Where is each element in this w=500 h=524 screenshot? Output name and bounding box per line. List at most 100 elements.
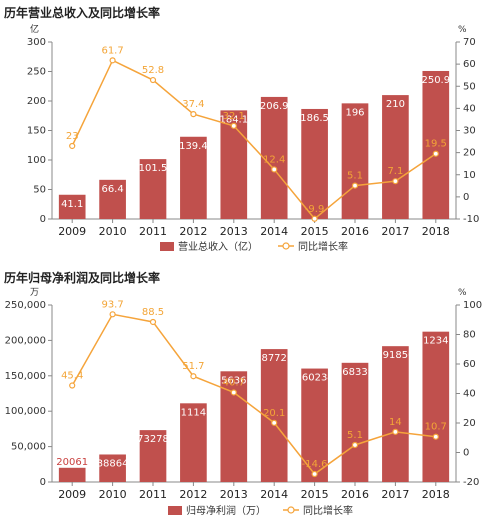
- y2-tick-label: -10: [463, 214, 479, 225]
- bar-value-label: 20061: [56, 457, 88, 468]
- legend-bar-swatch: [168, 506, 182, 515]
- bar-value-label: 206.9: [260, 101, 289, 112]
- growth-value-label: 14: [389, 417, 402, 428]
- growth-point-2010: [109, 57, 116, 64]
- legend-line-label: 同比增长率: [303, 504, 353, 517]
- y-tick-label: 300: [27, 37, 46, 48]
- bar-2009: [58, 194, 86, 219]
- y2-tick-label: 30: [463, 126, 476, 137]
- growth-value-label: 40.7: [223, 377, 245, 388]
- growth-point-2018: [432, 433, 439, 440]
- x-tick-label: 2018: [422, 225, 450, 238]
- growth-value-label: 20.1: [263, 408, 285, 419]
- bar-2011: [139, 159, 167, 219]
- bar-value-label: 156361: [215, 375, 253, 386]
- growth-value-label: 32.1: [223, 111, 245, 122]
- y-tick-label: 0: [40, 214, 46, 225]
- growth-value-label: 45.4: [61, 371, 83, 382]
- x-tick-label: 2011: [139, 488, 167, 501]
- x-tick-label: 2014: [260, 225, 288, 238]
- left-unit-label: 亿: [30, 23, 39, 35]
- y2-tick-label: 60: [463, 359, 476, 370]
- y-tick-label: 100,000: [5, 406, 46, 417]
- legend-bar-label: 归母净利润（万）: [186, 504, 266, 517]
- x-tick-label: 2014: [260, 488, 288, 501]
- bar-value-label: 186.5: [300, 113, 329, 124]
- growth-value-label: 52.8: [142, 65, 164, 76]
- y-tick-label: 200,000: [5, 335, 46, 346]
- bar-2011: [139, 430, 167, 482]
- bar-value-label: 168339: [336, 367, 374, 378]
- growth-value-label: 12.4: [263, 154, 285, 165]
- y2-tick-label: 10: [463, 170, 476, 181]
- bar-value-label: 73278: [137, 434, 169, 445]
- growth-point-2012: [190, 111, 197, 118]
- growth-point-2018: [432, 150, 439, 157]
- bar-value-label: 210: [386, 99, 405, 110]
- bar-2009: [58, 467, 86, 482]
- y2-tick-label: 40: [463, 103, 476, 114]
- growth-point-2010: [109, 311, 116, 318]
- bar-value-label: 66.4: [101, 184, 123, 195]
- growth-rate-line: [71, 313, 436, 476]
- x-tick-label: 2011: [139, 225, 167, 238]
- legend-line-label: 同比增长率: [298, 240, 348, 253]
- bar-value-label: 191850: [376, 350, 414, 361]
- x-tick-label: 2017: [381, 488, 409, 501]
- growth-point-2013: [230, 122, 237, 129]
- y-tick-label: 0: [40, 477, 46, 488]
- growth-value-label: 7.1: [387, 166, 403, 177]
- legend-bar-swatch: [160, 242, 174, 251]
- growth-point-2014: [271, 166, 278, 173]
- legend-bar-label: 营业总收入（亿）: [178, 240, 258, 253]
- bar-2016: [341, 103, 369, 219]
- y-tick-label: 250,000: [5, 300, 46, 311]
- growth-value-label: 37.4: [182, 99, 204, 110]
- bar-value-label: 41.1: [61, 199, 83, 210]
- growth-value-label: 5.1: [347, 430, 363, 441]
- y2-tick-label: 50: [463, 81, 476, 92]
- bar-2014: [260, 96, 288, 219]
- x-tick-label: 2018: [422, 488, 450, 501]
- y-tick-label: 150: [27, 126, 46, 137]
- bar-value-label: 111143: [174, 407, 212, 418]
- y2-tick-label: 20: [463, 418, 476, 429]
- left-unit-label: 万: [30, 288, 39, 298]
- y2-tick-label: 100: [463, 300, 482, 311]
- growth-point-2016: [351, 441, 359, 449]
- bar-2018: [422, 70, 450, 220]
- growth-value-label: 88.5: [142, 307, 164, 318]
- y2-tick-label: 20: [463, 148, 476, 159]
- bar-value-label: 187726: [255, 353, 293, 364]
- bar-value-label: 139.4: [179, 141, 208, 152]
- bar-2017: [382, 95, 409, 219]
- bar-2010: [99, 179, 126, 219]
- growth-value-label: 93.7: [101, 299, 123, 310]
- y2-tick-label: 60: [463, 59, 476, 70]
- x-tick-label: 2017: [381, 225, 409, 238]
- growth-point-2009: [69, 382, 76, 389]
- legend-line-marker: [282, 242, 290, 250]
- x-tick-label: 2015: [301, 225, 329, 238]
- x-tick-label: 2016: [341, 225, 369, 238]
- chart1-revenue: 亿 % 0 50 100 150 200 250 300 -10 0 10 20 30 40 50 60 70 20…: [27, 23, 479, 253]
- y2-tick-label: 40: [463, 389, 476, 400]
- growth-value-label: 51.7: [182, 361, 204, 372]
- growth-point-2013: [230, 389, 237, 396]
- x-tick-label: 2009: [58, 225, 86, 238]
- bar-value-label: 38864: [97, 458, 129, 469]
- y-tick-label: 150,000: [5, 371, 46, 382]
- x-tick-label: 2013: [220, 225, 248, 238]
- growth-value-label: 61.7: [101, 45, 123, 56]
- y2-tick-label: -20: [463, 477, 479, 488]
- right-unit-label: %: [458, 288, 467, 298]
- y2-tick-label: 80: [463, 330, 476, 341]
- y2-tick-label: 0: [463, 448, 469, 459]
- growth-point-2011: [149, 76, 157, 84]
- growth-point-2009: [69, 142, 76, 150]
- x-tick-label: 2016: [341, 488, 369, 501]
- growth-point-2016: [351, 182, 359, 189]
- growth-point-2017: [392, 178, 399, 185]
- growth-point-2014: [271, 419, 278, 426]
- growth-point-2015: [311, 470, 318, 478]
